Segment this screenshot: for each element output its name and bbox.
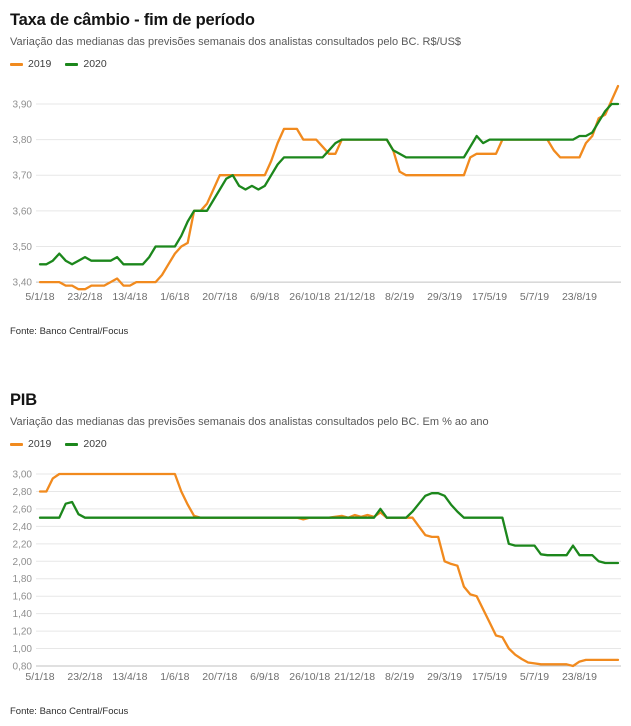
series-line-2020: [38, 492, 620, 565]
chart-legend-pib: 2019 2020: [10, 438, 631, 450]
y-tick-label: 3,60: [13, 206, 33, 217]
series-line-2020: [38, 102, 620, 266]
chart-title-pib: PIB: [10, 391, 37, 409]
series-line-2019: [38, 84, 620, 291]
x-tick-label: 13/4/18: [112, 291, 147, 303]
legend-item-2020: 2020: [65, 438, 107, 450]
y-tick-label: 2,40: [13, 522, 33, 533]
x-tick-label: 23/8/19: [562, 671, 597, 683]
x-tick-label: 29/3/19: [427, 291, 462, 303]
x-tick-label: 29/3/19: [427, 671, 462, 683]
chart-subtitle-pib: Variação das medianas das previsões sema…: [10, 416, 489, 428]
series-line-2019: [38, 472, 620, 668]
legend-2020-label: 2020: [83, 438, 107, 450]
y-tick-label: 3,00: [13, 470, 33, 481]
x-tick-label: 1/6/18: [160, 291, 189, 303]
line-chart-svg: 3,40 3,50 3,60 3,70 3,80 3,90 5/1/18 23/2/18 13/…: [13, 84, 621, 303]
legend-2019-dash-icon: [10, 442, 23, 446]
y-tick-label: 3,90: [13, 99, 33, 110]
legend-2020-label: 2020: [83, 58, 107, 70]
y-tick-label: 2,00: [13, 557, 33, 568]
legend-2020-dash-icon: [65, 442, 79, 446]
x-tick-label: 21/12/18: [334, 291, 375, 303]
x-tick-label: 23/8/19: [562, 291, 597, 303]
y-tick-label: 3,50: [13, 242, 33, 253]
x-tick-label: 5/1/18: [25, 291, 54, 303]
x-tick-label: 6/9/18: [250, 291, 279, 303]
chart-legend-cambio: 2019 2020: [10, 58, 631, 70]
x-tick-label: 13/4/18: [112, 671, 147, 683]
y-tick-label: 3,70: [13, 171, 33, 182]
y-tick-label: 2,80: [13, 487, 33, 498]
x-tick-label: 5/7/19: [520, 291, 549, 303]
chart-title-cambio: Taxa de câmbio - fim de período: [10, 11, 255, 29]
legend-2019-label: 2019: [28, 438, 52, 450]
x-tick-label: 8/2/19: [385, 291, 414, 303]
legend-item-2019: 2019: [10, 58, 51, 70]
y-tick-label: 3,80: [13, 135, 33, 146]
x-tick-label: 26/10/18: [289, 291, 330, 303]
x-tick-label: 5/7/19: [520, 671, 549, 683]
x-tick-label: 17/5/19: [472, 671, 507, 683]
y-tick-label: 2,20: [13, 539, 33, 550]
section-pib: PIB Variação das medianas das previsões …: [10, 390, 631, 718]
y-tick-label: 1,20: [13, 627, 33, 638]
legend-item-2019: 2019: [10, 438, 51, 450]
x-tick-label: 8/2/19: [385, 671, 414, 683]
legend-2020-dash-icon: [65, 62, 79, 66]
section-taxa-cambio: Taxa de câmbio - fim de período Variação…: [10, 10, 631, 338]
legend-item-2020: 2020: [65, 58, 107, 70]
legend-2019-label: 2019: [28, 58, 52, 70]
x-tick-label: 20/7/18: [202, 671, 237, 683]
x-tick-label: 23/2/18: [67, 291, 102, 303]
y-tick-label: 1,00: [13, 644, 33, 655]
x-tick-label: 26/10/18: [289, 671, 330, 683]
x-tick-label: 6/9/18: [250, 671, 279, 683]
source-note-cambio: Fonte: Banco Central/Focus: [10, 326, 129, 337]
y-tick-label: 0,80: [13, 662, 33, 673]
y-tick-label: 2,60: [13, 504, 33, 515]
y-tick-label: 1,40: [13, 609, 33, 620]
y-tick-label: 1,60: [13, 592, 33, 603]
x-tick-label: 20/7/18: [202, 291, 237, 303]
line-chart-svg: 0,80 1,00 1,20 1,40 1,60 1,80 2,00 2,20 2,40 2,60…: [13, 470, 621, 683]
line-chart-cambio: 3,40 3,50 3,60 3,70 3,80 3,90 5/1/18 23/2/18 13/…: [10, 78, 625, 310]
chart-subtitle-cambio: Variação das medianas das previsões sema…: [10, 36, 462, 48]
x-tick-label: 21/12/18: [334, 671, 375, 683]
line-chart-pib: 0,80 1,00 1,20 1,40 1,60 1,80 2,00 2,20 2,40 2,60…: [10, 458, 625, 690]
x-tick-label: 1/6/18: [160, 671, 189, 683]
source-note-pib: Fonte: Banco Central/Focus: [10, 706, 129, 717]
y-tick-label: 1,80: [13, 574, 33, 585]
x-tick-label: 5/1/18: [25, 671, 54, 683]
y-tick-label: 3,40: [13, 278, 33, 289]
x-tick-label: 23/2/18: [67, 671, 102, 683]
legend-2019-dash-icon: [10, 62, 23, 66]
x-tick-label: 17/5/19: [472, 291, 507, 303]
